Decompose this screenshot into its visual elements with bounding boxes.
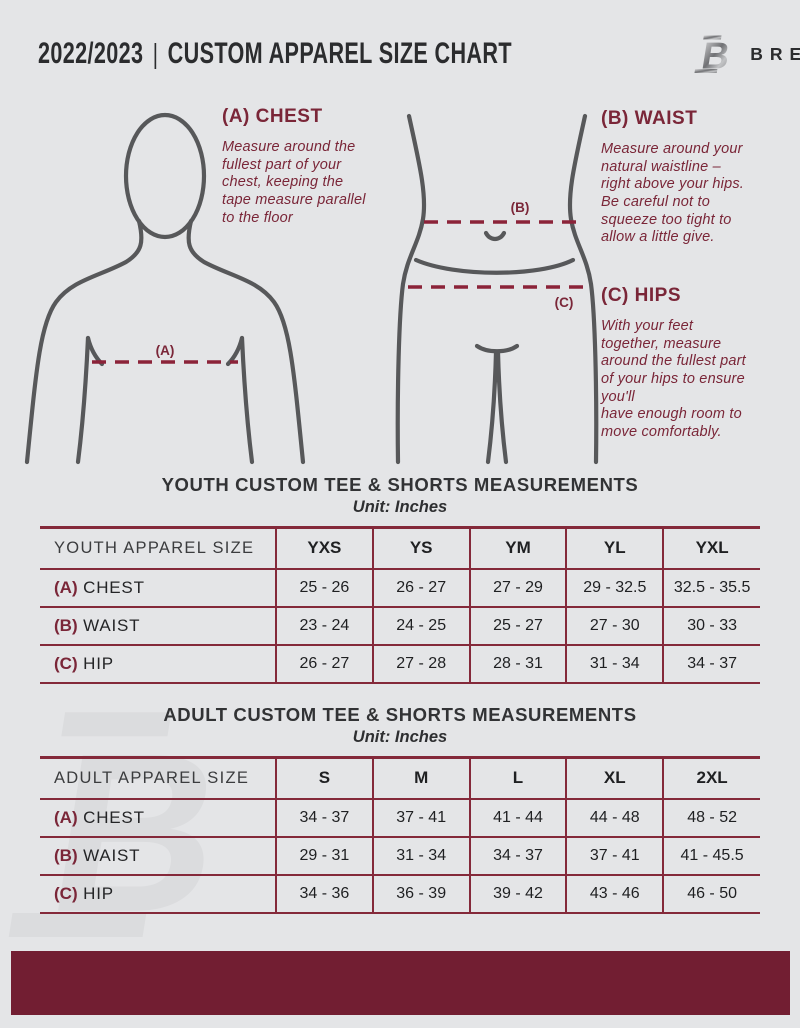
size-column-header: YL	[565, 527, 664, 570]
adult-size-table: ADULT APPAREL SIZE S M L XL 2XL (A) CHEST 34 -…	[40, 756, 760, 914]
measurement-cell: 30 - 33	[662, 606, 760, 646]
row-label: (B) WAIST	[40, 606, 276, 646]
row-title: CHEST	[77, 577, 145, 597]
page-title: CUSTOM APPAREL SIZE CHART	[167, 37, 512, 70]
row-key: (C)	[54, 653, 78, 673]
row-label: (B) WAIST	[40, 836, 276, 876]
size-column-header: M	[371, 757, 470, 800]
measurement-cell: 24 - 25	[371, 606, 470, 646]
row-key: (B)	[54, 845, 78, 865]
measurement-cell: 34 - 37	[468, 836, 567, 876]
measurement-cell: 41 - 45.5	[662, 836, 760, 876]
chest-section-heading: (A) CHEST	[222, 106, 323, 127]
measurement-cell: 29 - 32.5	[565, 568, 664, 608]
size-column-header: YXS	[275, 527, 373, 570]
measurement-cell: 25 - 26	[275, 568, 373, 608]
measurement-cell: 44 - 48	[565, 798, 664, 838]
measurement-cell: 26 - 27	[275, 644, 373, 684]
measurement-row: (C) HIP 26 - 27 27 - 28 28 - 31 31 - 34 34 - …	[40, 644, 760, 684]
measurement-cell: 36 - 39	[371, 874, 470, 914]
size-label-column-header: ADULT APPAREL SIZE	[40, 757, 276, 800]
measurement-row: (A) CHEST 25 - 26 26 - 27 27 - 29 29 - 32.5 3…	[40, 568, 760, 608]
chest-figure: (A)	[24, 112, 306, 465]
brand-name: BREAKAWAY	[750, 43, 800, 64]
size-column-header: XL	[565, 757, 664, 800]
hips-section-body: With your feet together, measure around …	[601, 318, 746, 441]
chest-marker-label: (A)	[156, 343, 175, 358]
row-label: (A) CHEST	[40, 798, 276, 838]
measurement-row: (B) WAIST 29 - 31 31 - 34 34 - 37 37 - 41 41 …	[40, 836, 760, 876]
youth-header-row: YOUTH APPAREL SIZE YXS YS YM YL YXL	[40, 527, 760, 570]
measurement-cell: 25 - 27	[468, 606, 567, 646]
footer-bar	[11, 951, 790, 1015]
youth-table-unit: Unit: Inches	[352, 498, 448, 516]
measurement-row: (B) WAIST 23 - 24 24 - 25 25 - 27 27 - 30 30 …	[40, 606, 760, 646]
waist-hip-figure: (B) (C)	[395, 113, 599, 465]
hips-marker-label: (C)	[555, 295, 574, 310]
row-key: (A)	[54, 807, 78, 827]
measurement-cell: 31 - 34	[371, 836, 470, 876]
measurement-cell: 26 - 27	[371, 568, 470, 608]
measurement-cell: 39 - 42	[468, 874, 567, 914]
size-column-header: YM	[468, 527, 567, 570]
row-key: (B)	[54, 615, 78, 635]
row-key: (C)	[54, 883, 78, 903]
measurement-row: (A) CHEST 34 - 37 37 - 41 41 - 44 44 - 48 48 …	[40, 798, 760, 838]
measurement-cell: 34 - 36	[275, 874, 373, 914]
measurement-cell: 32.5 - 35.5	[662, 568, 760, 608]
row-key: (A)	[54, 577, 78, 597]
measurement-cell: 46 - 50	[662, 874, 760, 914]
measurement-cell: 43 - 46	[565, 874, 664, 914]
row-title: WAIST	[77, 615, 141, 635]
size-column-header: YS	[371, 527, 470, 570]
measurement-cell: 34 - 37	[275, 798, 373, 838]
row-title: WAIST	[77, 845, 141, 865]
row-label: (C) HIP	[40, 874, 276, 914]
measurement-cell: 31 - 34	[565, 644, 664, 684]
header-title-group: 2022/2023 | CUSTOM APPAREL SIZE CHART	[38, 37, 512, 71]
adult-table-title: ADULT CUSTOM TEE & SHORTS MEASUREMENTS	[163, 704, 637, 725]
chest-section-body: Measure around the fullest part of your …	[222, 139, 366, 226]
measurement-cell: 27 - 30	[565, 606, 664, 646]
measurement-cell: 48 - 52	[662, 798, 760, 838]
youth-table-title: YOUTH CUSTOM TEE & SHORTS MEASUREMENTS	[161, 474, 639, 495]
waist-section-body: Measure around your natural waistline – …	[601, 141, 745, 246]
row-title: HIP	[77, 653, 114, 673]
breakaway-b-logo-icon: B	[694, 35, 733, 78]
hips-section-heading: (C) HIPS	[601, 285, 681, 306]
size-column-header: L	[468, 757, 567, 800]
measurement-cell: 34 - 37	[662, 644, 760, 684]
measurement-cell: 23 - 24	[275, 606, 373, 646]
measurement-row: (C) HIP 34 - 36 36 - 39 39 - 42 43 - 46 46 - …	[40, 874, 760, 914]
waist-marker-label: (B)	[511, 200, 530, 215]
measurement-figures: (A) (B) (C)	[24, 112, 599, 465]
page-header: 2022/2023 | CUSTOM APPAREL SIZE CHART B	[38, 26, 800, 82]
header-divider: |	[152, 38, 159, 69]
waist-section-heading: (B) WAIST	[601, 108, 698, 129]
adult-table-unit: Unit: Inches	[352, 728, 448, 746]
size-label-column-header: YOUTH APPAREL SIZE	[40, 527, 276, 570]
brand-group: B BREAKAWAY	[694, 31, 800, 78]
row-title: CHEST	[77, 807, 145, 827]
size-column-header: 2XL	[662, 757, 760, 800]
season-label: 2022/2023	[38, 37, 144, 70]
measurement-cell: 27 - 29	[468, 568, 567, 608]
row-label: (C) HIP	[40, 644, 276, 684]
size-column-header: YXL	[662, 527, 760, 570]
row-title: HIP	[77, 883, 114, 903]
measurement-cell: 27 - 28	[371, 644, 470, 684]
measurement-cell: 29 - 31	[275, 836, 373, 876]
measurement-cell: 41 - 44	[468, 798, 567, 838]
adult-header-row: ADULT APPAREL SIZE S M L XL 2XL	[40, 757, 760, 800]
youth-size-table: YOUTH APPAREL SIZE YXS YS YM YL YXL (A) CHEST…	[40, 526, 760, 684]
measurement-cell: 28 - 31	[468, 644, 567, 684]
measurement-cell: 37 - 41	[565, 836, 664, 876]
measurement-cell: 37 - 41	[371, 798, 470, 838]
row-label: (A) CHEST	[40, 568, 276, 608]
size-column-header: S	[275, 757, 373, 800]
